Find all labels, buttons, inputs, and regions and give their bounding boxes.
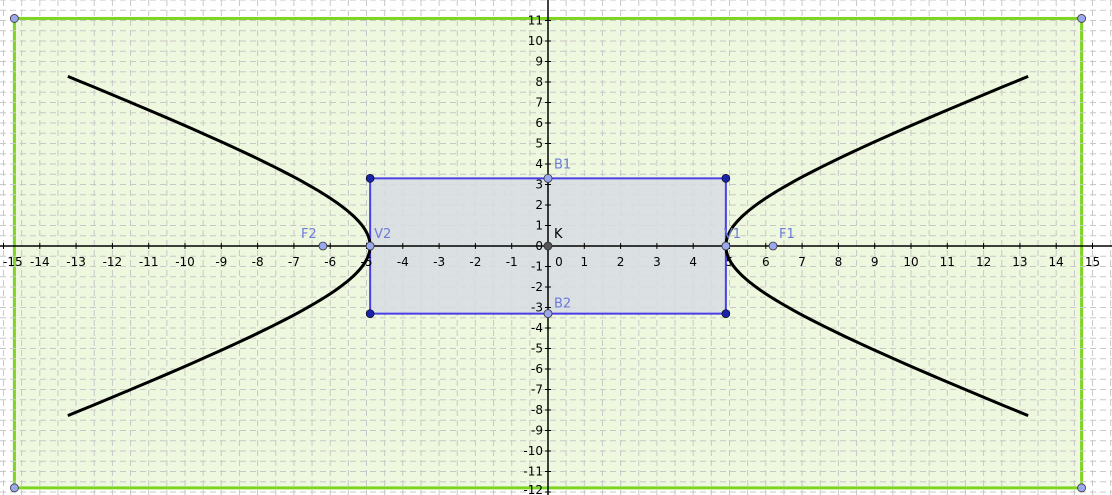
outer-rectangle-corner-point: [1077, 483, 1087, 493]
y-tick-label: 5: [535, 137, 543, 151]
x-tick-label: -13: [66, 255, 86, 269]
inner-rectangle-corner-point: [365, 174, 375, 183]
y-tick-label: -1: [531, 260, 543, 274]
x-tick-label: 12: [976, 255, 991, 269]
x-tick-label: 8: [835, 255, 843, 269]
y-tick-label: -2: [531, 280, 543, 294]
y-tick-label: 7: [535, 96, 543, 110]
inner-rectangle-corner-point: [721, 174, 731, 183]
point-label-b2: B2: [554, 297, 571, 312]
x-tick-label: 11: [940, 255, 955, 269]
x-tick-label: -6: [324, 255, 336, 269]
x-tick-label: -10: [175, 255, 195, 269]
x-tick-label: 1: [580, 255, 588, 269]
y-tick-label: 1: [535, 219, 543, 233]
y-tick-label: -8: [531, 403, 543, 417]
outer-rectangle-corner-point: [9, 483, 19, 493]
point-v2[interactable]: [365, 241, 375, 251]
x-tick-label: 6: [762, 255, 770, 269]
point-label-k: K: [554, 227, 563, 242]
x-tick-label: -1: [506, 255, 518, 269]
y-tick-label: 9: [535, 55, 543, 69]
point-b2[interactable]: [543, 309, 553, 319]
outer-rectangle-corner-point: [9, 14, 19, 23]
x-tick-label: -7: [288, 255, 300, 269]
x-tick-label: -4: [397, 255, 409, 269]
y-tick-label: -6: [531, 362, 543, 376]
x-tick-label: -8: [252, 255, 264, 269]
x-tick-label: 0: [555, 255, 563, 269]
y-tick-label: -10: [523, 444, 543, 458]
point-f2[interactable]: [318, 241, 328, 251]
y-tick-label: 2: [535, 198, 543, 212]
x-tick-label: 13: [1012, 255, 1027, 269]
x-tick-label: -11: [139, 255, 159, 269]
y-tick-label: -9: [531, 424, 543, 438]
x-tick-label: -12: [103, 255, 123, 269]
point-v1[interactable]: [721, 241, 731, 251]
point-label-v2: V2: [374, 227, 391, 242]
x-tick-label: 10: [903, 255, 918, 269]
point-label-f1: F1: [779, 227, 795, 242]
x-tick-label: 7: [798, 255, 806, 269]
x-tick-label: 2: [617, 255, 625, 269]
y-tick-label: -11: [523, 465, 543, 479]
point-label-f2: F2: [301, 227, 317, 242]
point-label-b1: B1: [554, 157, 571, 172]
x-tick-label: -14: [30, 255, 50, 269]
inner-rectangle-corner-point: [721, 309, 731, 318]
outer-rectangle-corner-point: [1077, 14, 1087, 23]
x-tick-label: -15: [3, 255, 23, 269]
x-tick-label: 3: [653, 255, 661, 269]
inner-rectangle-corner-point: [365, 309, 375, 318]
x-tick-label: 15: [1085, 255, 1100, 269]
y-tick-label: -4: [531, 321, 543, 335]
x-tick-label: 4: [689, 255, 697, 269]
y-tick-label: 0: [535, 239, 543, 253]
y-tick-label: -5: [531, 342, 543, 356]
point-f1[interactable]: [768, 241, 778, 251]
y-tick-label: 4: [535, 157, 543, 171]
x-tick-label: -3: [433, 255, 445, 269]
point-b1[interactable]: [543, 173, 553, 183]
x-tick-label: -2: [469, 255, 481, 269]
point-k[interactable]: [543, 241, 553, 251]
y-tick-label: 11: [528, 14, 543, 28]
y-tick-label: 8: [535, 75, 543, 89]
y-tick-label: 10: [528, 34, 543, 48]
y-tick-label: 3: [535, 178, 543, 192]
x-tick-label: -9: [215, 255, 227, 269]
y-tick-label: -3: [531, 301, 543, 315]
y-tick-label: -12: [523, 483, 543, 495]
x-tick-label: 9: [871, 255, 879, 269]
y-tick-label: 6: [535, 116, 543, 130]
x-tick-label: 14: [1049, 255, 1064, 269]
y-tick-label: -7: [531, 383, 543, 397]
tick-labels: -15 -14 -13 -12 -11 -10 -9 -8 -7 -6 -5 -4 -3 -2 -1 0 1 2 3…: [3, 14, 1100, 495]
point-label-v1: V1: [724, 227, 741, 242]
